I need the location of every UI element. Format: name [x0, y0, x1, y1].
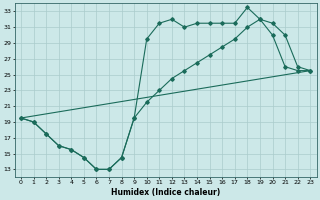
X-axis label: Humidex (Indice chaleur): Humidex (Indice chaleur)	[111, 188, 220, 197]
